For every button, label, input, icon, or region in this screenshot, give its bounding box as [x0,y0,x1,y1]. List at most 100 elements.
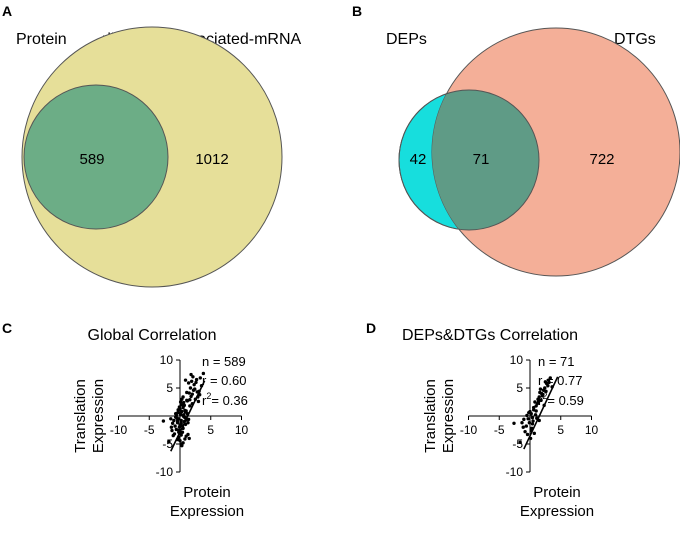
panel-b-overlap-count: 71 [473,151,490,168]
data-point [188,404,192,408]
x-tick-label: -5 [494,423,505,437]
panel-c-stat-r: r = 0.60 [202,373,246,388]
data-point [531,405,536,410]
panel-c-stat-n: n = 589 [202,354,246,369]
panel-c-y-label: Translation Expression [72,379,107,453]
x-tick-label: -5 [144,423,155,437]
data-point [170,421,175,425]
panel-a-inner-count: 589 [79,151,104,168]
panel-d-title: DEPs&DTGs Correlation [402,327,578,344]
data-point [522,417,526,422]
data-point [521,425,525,429]
data-point [531,419,535,423]
data-point [533,413,538,417]
panel-c-stat-r2-sup: 2 [206,391,211,401]
data-point [527,410,531,415]
panel-d-y-label: Translation Expression [422,379,457,453]
panel-a-inner-circle [23,84,169,230]
data-point [194,377,199,382]
panel-c-y-label-line-2: Expression [90,379,107,453]
panel-c-y-label-line-1: Translation [72,379,89,453]
panel-d-y-label-line-1: Translation [422,379,439,453]
panel-b-dtgs-label: DTGs [614,31,656,48]
data-point [188,386,193,390]
y-tick-label: 10 [510,353,524,367]
data-point [537,395,541,399]
x-tick-label: -10 [460,423,478,437]
data-point [179,418,183,423]
data-point [546,384,550,388]
data-point [181,441,185,445]
data-point [177,405,182,409]
panel-a-letter: A [2,3,12,19]
data-point [185,390,189,395]
panel-b: B DEPs DTGs 42 71 722 [352,3,680,277]
data-point [182,403,187,408]
data-point [175,419,180,423]
y-tick-label: -10 [156,465,174,479]
data-point [183,437,187,441]
data-point [191,375,195,379]
y-tick-label: -10 [506,465,524,479]
data-point [520,421,524,425]
data-point [198,376,202,380]
data-point [543,380,548,384]
data-point [161,419,166,423]
data-point [538,387,543,391]
panel-d-x-label-line-1: Protein [533,484,581,501]
panel-a-outer-count: 1012 [195,151,228,168]
panel-c-stat-r2: r2= 0.36 [202,391,248,408]
panel-c-x-label-line-1: Protein [183,484,231,501]
data-point [183,410,188,414]
panel-a: A Protein ribosome associated-mRNA 589 1… [2,3,302,288]
panel-c-title: Global Correlation [88,327,217,344]
data-point [176,408,180,412]
x-tick-label: 5 [557,423,564,437]
data-point [180,443,184,448]
data-point [187,436,191,441]
data-point [181,395,185,399]
regression-line [170,380,206,452]
data-point [183,378,188,382]
data-point [173,415,178,419]
data-point [169,417,173,421]
x-tick-label: 10 [585,423,599,437]
panel-a-protein-label: Protein [16,31,67,48]
data-point [525,432,530,437]
y-tick-label: 10 [160,353,174,367]
data-point [518,440,522,445]
panel-d-plot: -10 -5 5 10 10 5 -5 -10 [460,353,599,479]
panel-d-stat-r2-sup: 2 [542,391,547,401]
data-point [532,431,537,436]
data-point [178,400,183,404]
data-point [179,433,183,437]
panel-d-y-label-line-2: Expression [440,379,457,453]
data-point [186,421,190,425]
panel-d-x-label-line-2: Expression [520,503,594,520]
x-tick-label: 5 [207,423,214,437]
data-point [541,393,545,397]
data-point [169,425,174,429]
data-point [530,415,535,420]
data-point [512,421,516,425]
panel-d: D DEPs&DTGs Correlation Translation Expr… [366,320,598,520]
data-point [544,389,548,394]
data-point [170,428,174,433]
data-point [534,409,538,413]
data-point [548,376,552,380]
data-point [547,380,551,385]
data-point [178,412,183,417]
data-point [533,400,537,404]
y-tick-label: -5 [162,437,173,451]
panel-d-letter: D [366,320,376,336]
panel-b-letter: B [352,3,362,19]
panel-b-right-count: 722 [589,151,614,168]
data-point [201,371,206,376]
regression-line [523,376,559,450]
data-point [524,424,529,428]
data-point [190,392,194,396]
data-point [526,417,530,421]
panel-c-stat-r2-value: = 0.36 [211,393,248,408]
panel-c-letter: C [2,320,12,336]
